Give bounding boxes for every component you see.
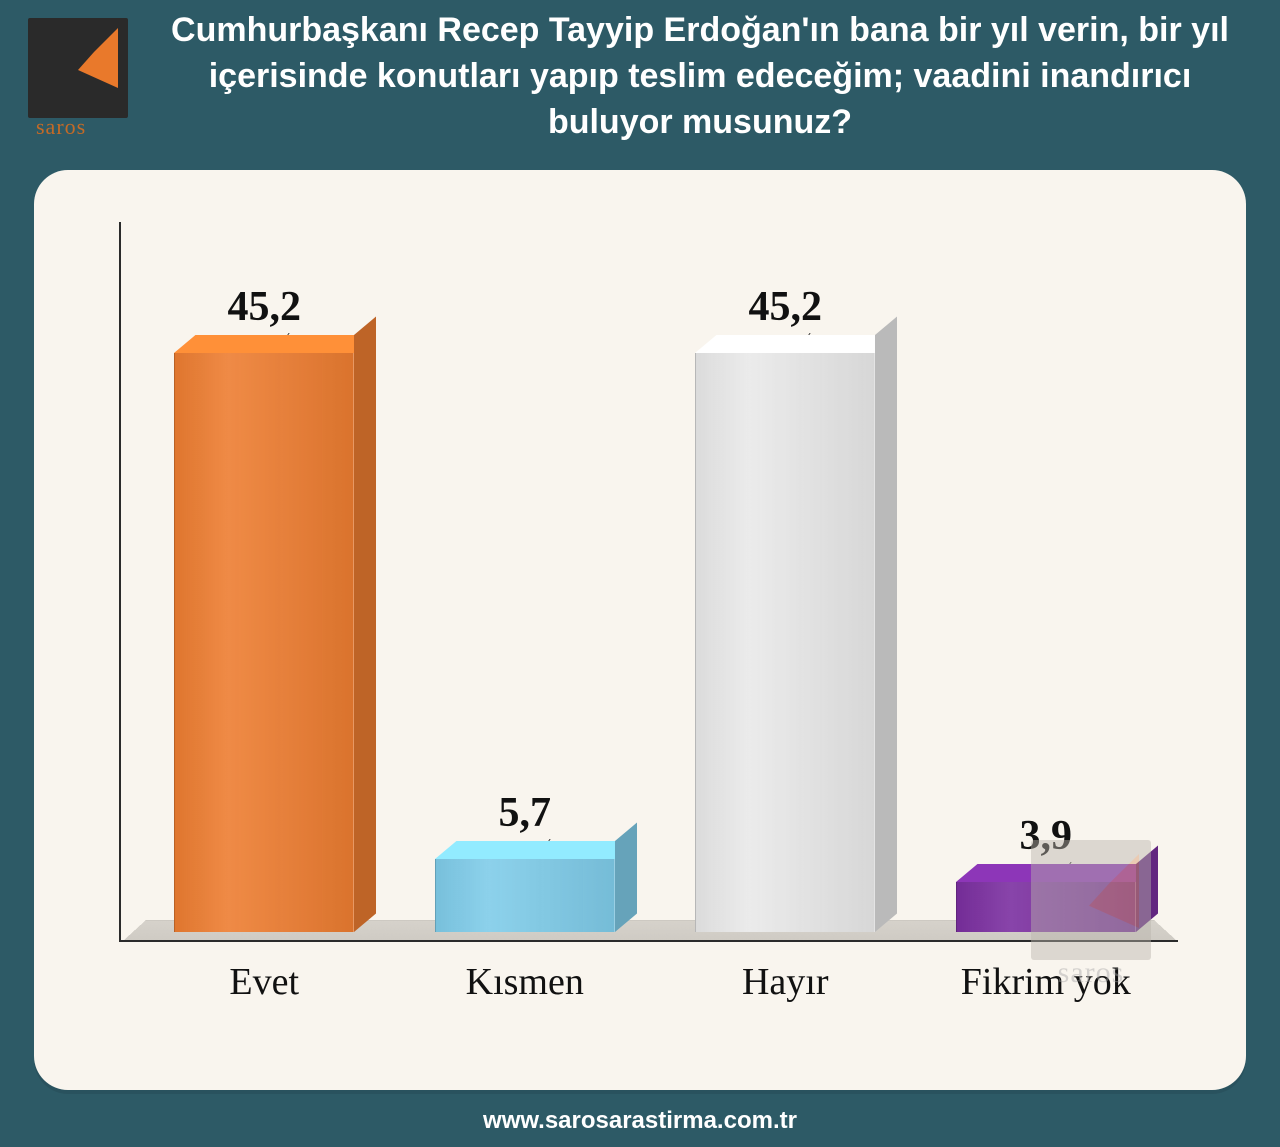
bar-slot: 5,7 — [395, 789, 656, 932]
bars-container: 45,25,745,23,9 — [134, 232, 1176, 932]
brand-logo-mark — [28, 18, 128, 118]
brand-logo-watermark-text: saros — [1016, 956, 1166, 990]
brand-logo-top-left: saros — [28, 18, 138, 148]
brand-logo-watermark: saros — [1016, 840, 1166, 990]
bar-slot: 45,2 — [655, 283, 916, 932]
bar-front-face — [435, 859, 615, 932]
bar-side-face — [354, 317, 376, 932]
bar-side-face — [615, 823, 637, 932]
y-axis-line — [119, 222, 121, 942]
bar-top-face — [695, 335, 896, 353]
bar-chart: 45,25,745,23,9 EvetKısmenHayırFikrim yok… — [74, 210, 1206, 1050]
bar-front-face — [695, 353, 875, 932]
bar-value-label: 45,2 — [228, 283, 302, 331]
bar-value-label: 5,7 — [499, 789, 552, 837]
page-title: Cumhurbaşkanı Recep Tayyip Erdoğan'ın ba… — [160, 8, 1240, 146]
bar-top-face — [435, 841, 636, 859]
bar — [174, 353, 354, 932]
category-label: Kısmen — [395, 960, 656, 1010]
bar-front-face — [174, 353, 354, 932]
chart-card: 45,25,745,23,9 EvetKısmenHayırFikrim yok… — [34, 170, 1246, 1090]
bar-top-face — [174, 335, 375, 353]
category-label: Evet — [134, 960, 395, 1010]
brand-logo-watermark-mark — [1031, 840, 1151, 960]
bar — [435, 859, 615, 932]
category-label: Hayır — [655, 960, 916, 1010]
bar-slot: 45,2 — [134, 283, 395, 932]
footer-url: www.sarosarastirma.com.tr — [0, 1107, 1280, 1135]
bar-value-label: 45,2 — [749, 283, 823, 331]
bar — [695, 353, 875, 932]
bar-side-face — [875, 317, 897, 932]
